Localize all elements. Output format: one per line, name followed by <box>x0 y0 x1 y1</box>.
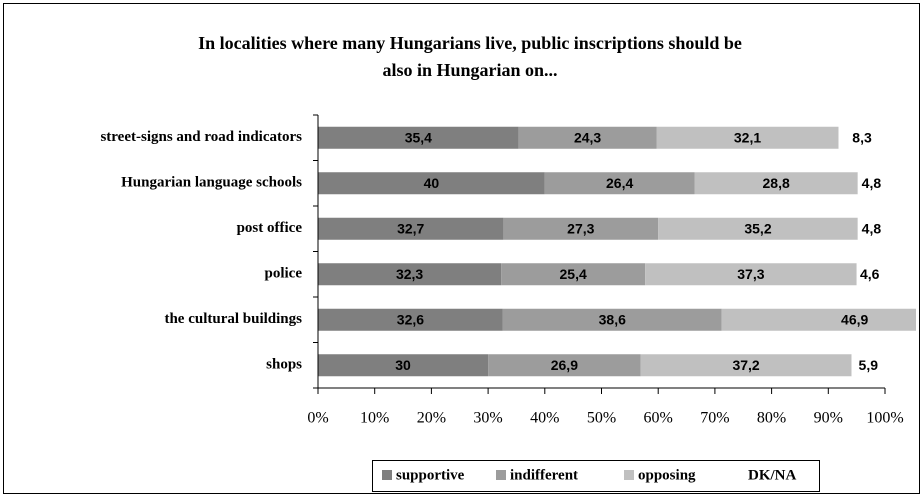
x-tick-label: 10% <box>360 410 389 427</box>
data-label: 8,3 <box>852 129 872 145</box>
bar-segment <box>318 126 519 149</box>
data-label: 46,9 <box>841 311 868 327</box>
bar-segment <box>318 172 545 195</box>
x-tick-label: 80% <box>757 410 786 427</box>
bar-segment <box>318 263 502 286</box>
bar-segment <box>857 217 885 240</box>
category-label: police <box>265 266 303 282</box>
data-label: 25,4 <box>560 266 587 282</box>
data-label: 24,3 <box>574 129 601 145</box>
bar-segment <box>518 126 657 149</box>
bar-segment <box>721 308 916 331</box>
data-label: 32,7 <box>397 220 424 236</box>
chart-title: In localities where many Hungarians live… <box>198 33 742 80</box>
data-label: 38,6 <box>599 311 626 327</box>
bar-segment <box>503 217 659 240</box>
category-label: the cultural buildings <box>164 311 302 327</box>
bar-segment <box>544 172 695 195</box>
data-label: 26,4 <box>606 175 633 191</box>
data-label: 35,2 <box>744 220 771 236</box>
category-label: street-signs and road indicators <box>100 129 302 145</box>
x-tick-label: 60% <box>644 410 673 427</box>
legend-frame <box>372 460 820 492</box>
data-label: 40 <box>424 175 440 191</box>
category-label: shops <box>266 357 302 373</box>
x-tick-label: 40% <box>530 410 559 427</box>
data-label: 4,6 <box>860 266 880 282</box>
legend-label: DK/NA <box>748 467 797 483</box>
bar-segment <box>318 354 489 377</box>
legend-label: indifferent <box>510 467 578 483</box>
x-tick-label: 30% <box>473 410 502 427</box>
bar-segment <box>502 308 722 331</box>
x-tick-label: 90% <box>814 410 843 427</box>
bar-segment <box>318 217 504 240</box>
data-label: 37,2 <box>732 357 759 373</box>
bar-segment <box>857 172 885 195</box>
data-label: 4,8 <box>862 175 882 191</box>
bar-segment <box>658 217 858 240</box>
legend-swatch <box>382 470 392 480</box>
x-tick-label: 20% <box>417 410 446 427</box>
bar-segment <box>694 172 858 195</box>
data-label: 35,4 <box>405 129 432 145</box>
data-label: 26,9 <box>551 357 578 373</box>
bar-segment <box>851 354 885 377</box>
bar-segment <box>645 263 857 286</box>
bar-segment <box>838 126 886 149</box>
bar-segment <box>656 126 839 149</box>
data-label: 4,8 <box>862 220 882 236</box>
x-tick-label: 50% <box>587 410 616 427</box>
x-tick-label: 0% <box>307 410 328 427</box>
bar-segment <box>488 354 641 377</box>
plot-area: 35,4 24,3 32,1 8,3 40 26,4 28,8 4,8 32,7 27,3 35,2… <box>318 126 916 377</box>
x-tick-label: 70% <box>700 410 729 427</box>
legend: supportive indifferent opposing DK/NA <box>372 460 820 492</box>
category-label: Hungarian language schools <box>121 175 302 191</box>
data-label: 30 <box>395 357 411 373</box>
data-label: 5,9 <box>859 357 879 373</box>
bar-segment <box>501 263 646 286</box>
data-label: 32,6 <box>397 311 424 327</box>
bar-segment <box>856 263 883 286</box>
legend-swatch <box>624 470 634 480</box>
bar-segment <box>318 308 503 331</box>
legend-label: supportive <box>396 467 465 483</box>
chart-frame <box>3 3 920 494</box>
data-label: 28,8 <box>763 175 790 191</box>
legend-swatch <box>734 470 744 480</box>
data-label: 27,3 <box>567 220 594 236</box>
data-label: 32,1 <box>734 129 761 145</box>
data-label: 37,3 <box>737 266 764 282</box>
legend-swatch <box>496 470 506 480</box>
category-label: post office <box>237 220 303 236</box>
x-tick-label: 100% <box>866 410 903 427</box>
legend-label: opposing <box>638 467 696 483</box>
bar-segment <box>640 354 852 377</box>
data-label: 32,3 <box>396 266 423 282</box>
